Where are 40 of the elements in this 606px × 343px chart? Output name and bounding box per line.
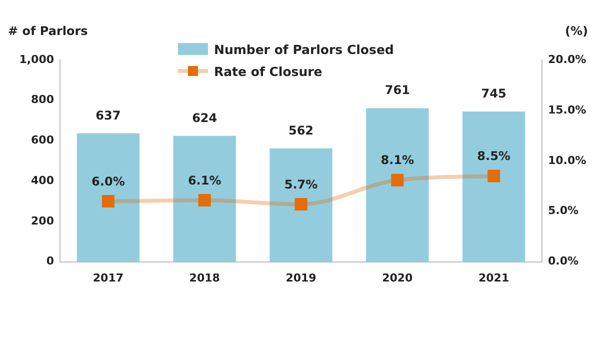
y-tick-label: 1,000 xyxy=(19,52,54,66)
x-tick-label: 2018 xyxy=(189,271,220,284)
y-tick-label: 400 xyxy=(31,174,54,187)
y2-tick-label: 15.0% xyxy=(548,103,586,116)
data-label: 5.7% xyxy=(284,177,318,192)
bar xyxy=(76,133,140,262)
x-tick-label: 2021 xyxy=(478,271,510,284)
bar xyxy=(270,148,332,262)
y-tick-label: 0 xyxy=(46,254,54,268)
bar xyxy=(366,108,429,262)
point xyxy=(198,194,211,206)
y-tick-label: 800 xyxy=(31,93,54,106)
point xyxy=(391,174,404,186)
data-label: 6.1% xyxy=(188,173,222,188)
y2-tick-label: 5.0% xyxy=(548,204,579,218)
point xyxy=(488,170,500,182)
y2-tick-label: 10.0% xyxy=(548,154,586,167)
data-label: 761 xyxy=(384,83,410,98)
x-tick-label: 2019 xyxy=(286,271,316,284)
data-label: 8.5% xyxy=(477,149,510,164)
legend-label: Number of Parlors Closed xyxy=(214,42,394,56)
bar xyxy=(173,136,236,262)
x-tick-label: 2017 xyxy=(92,271,124,284)
data-label: 562 xyxy=(288,123,314,138)
data-label: 745 xyxy=(481,86,506,100)
point xyxy=(102,195,114,208)
y2-tick-label: 0.0% xyxy=(548,254,579,268)
y-tick-label: 200 xyxy=(31,214,54,228)
data-label: 8.1% xyxy=(380,153,414,168)
bar xyxy=(462,111,526,262)
data-label: 624 xyxy=(192,110,218,125)
data-label: 6.0% xyxy=(92,174,125,188)
legend-label: Rate of Closure xyxy=(214,64,322,78)
y-axis-title: # of Parlors xyxy=(8,24,88,38)
y2-tick-label: 20.0% xyxy=(548,52,586,66)
point xyxy=(294,198,308,211)
x-tick-label: 2020 xyxy=(382,271,414,284)
y-tick-label: 600 xyxy=(31,134,54,147)
data-label: 637 xyxy=(96,108,121,122)
y2-axis-title: (%) xyxy=(565,24,588,38)
